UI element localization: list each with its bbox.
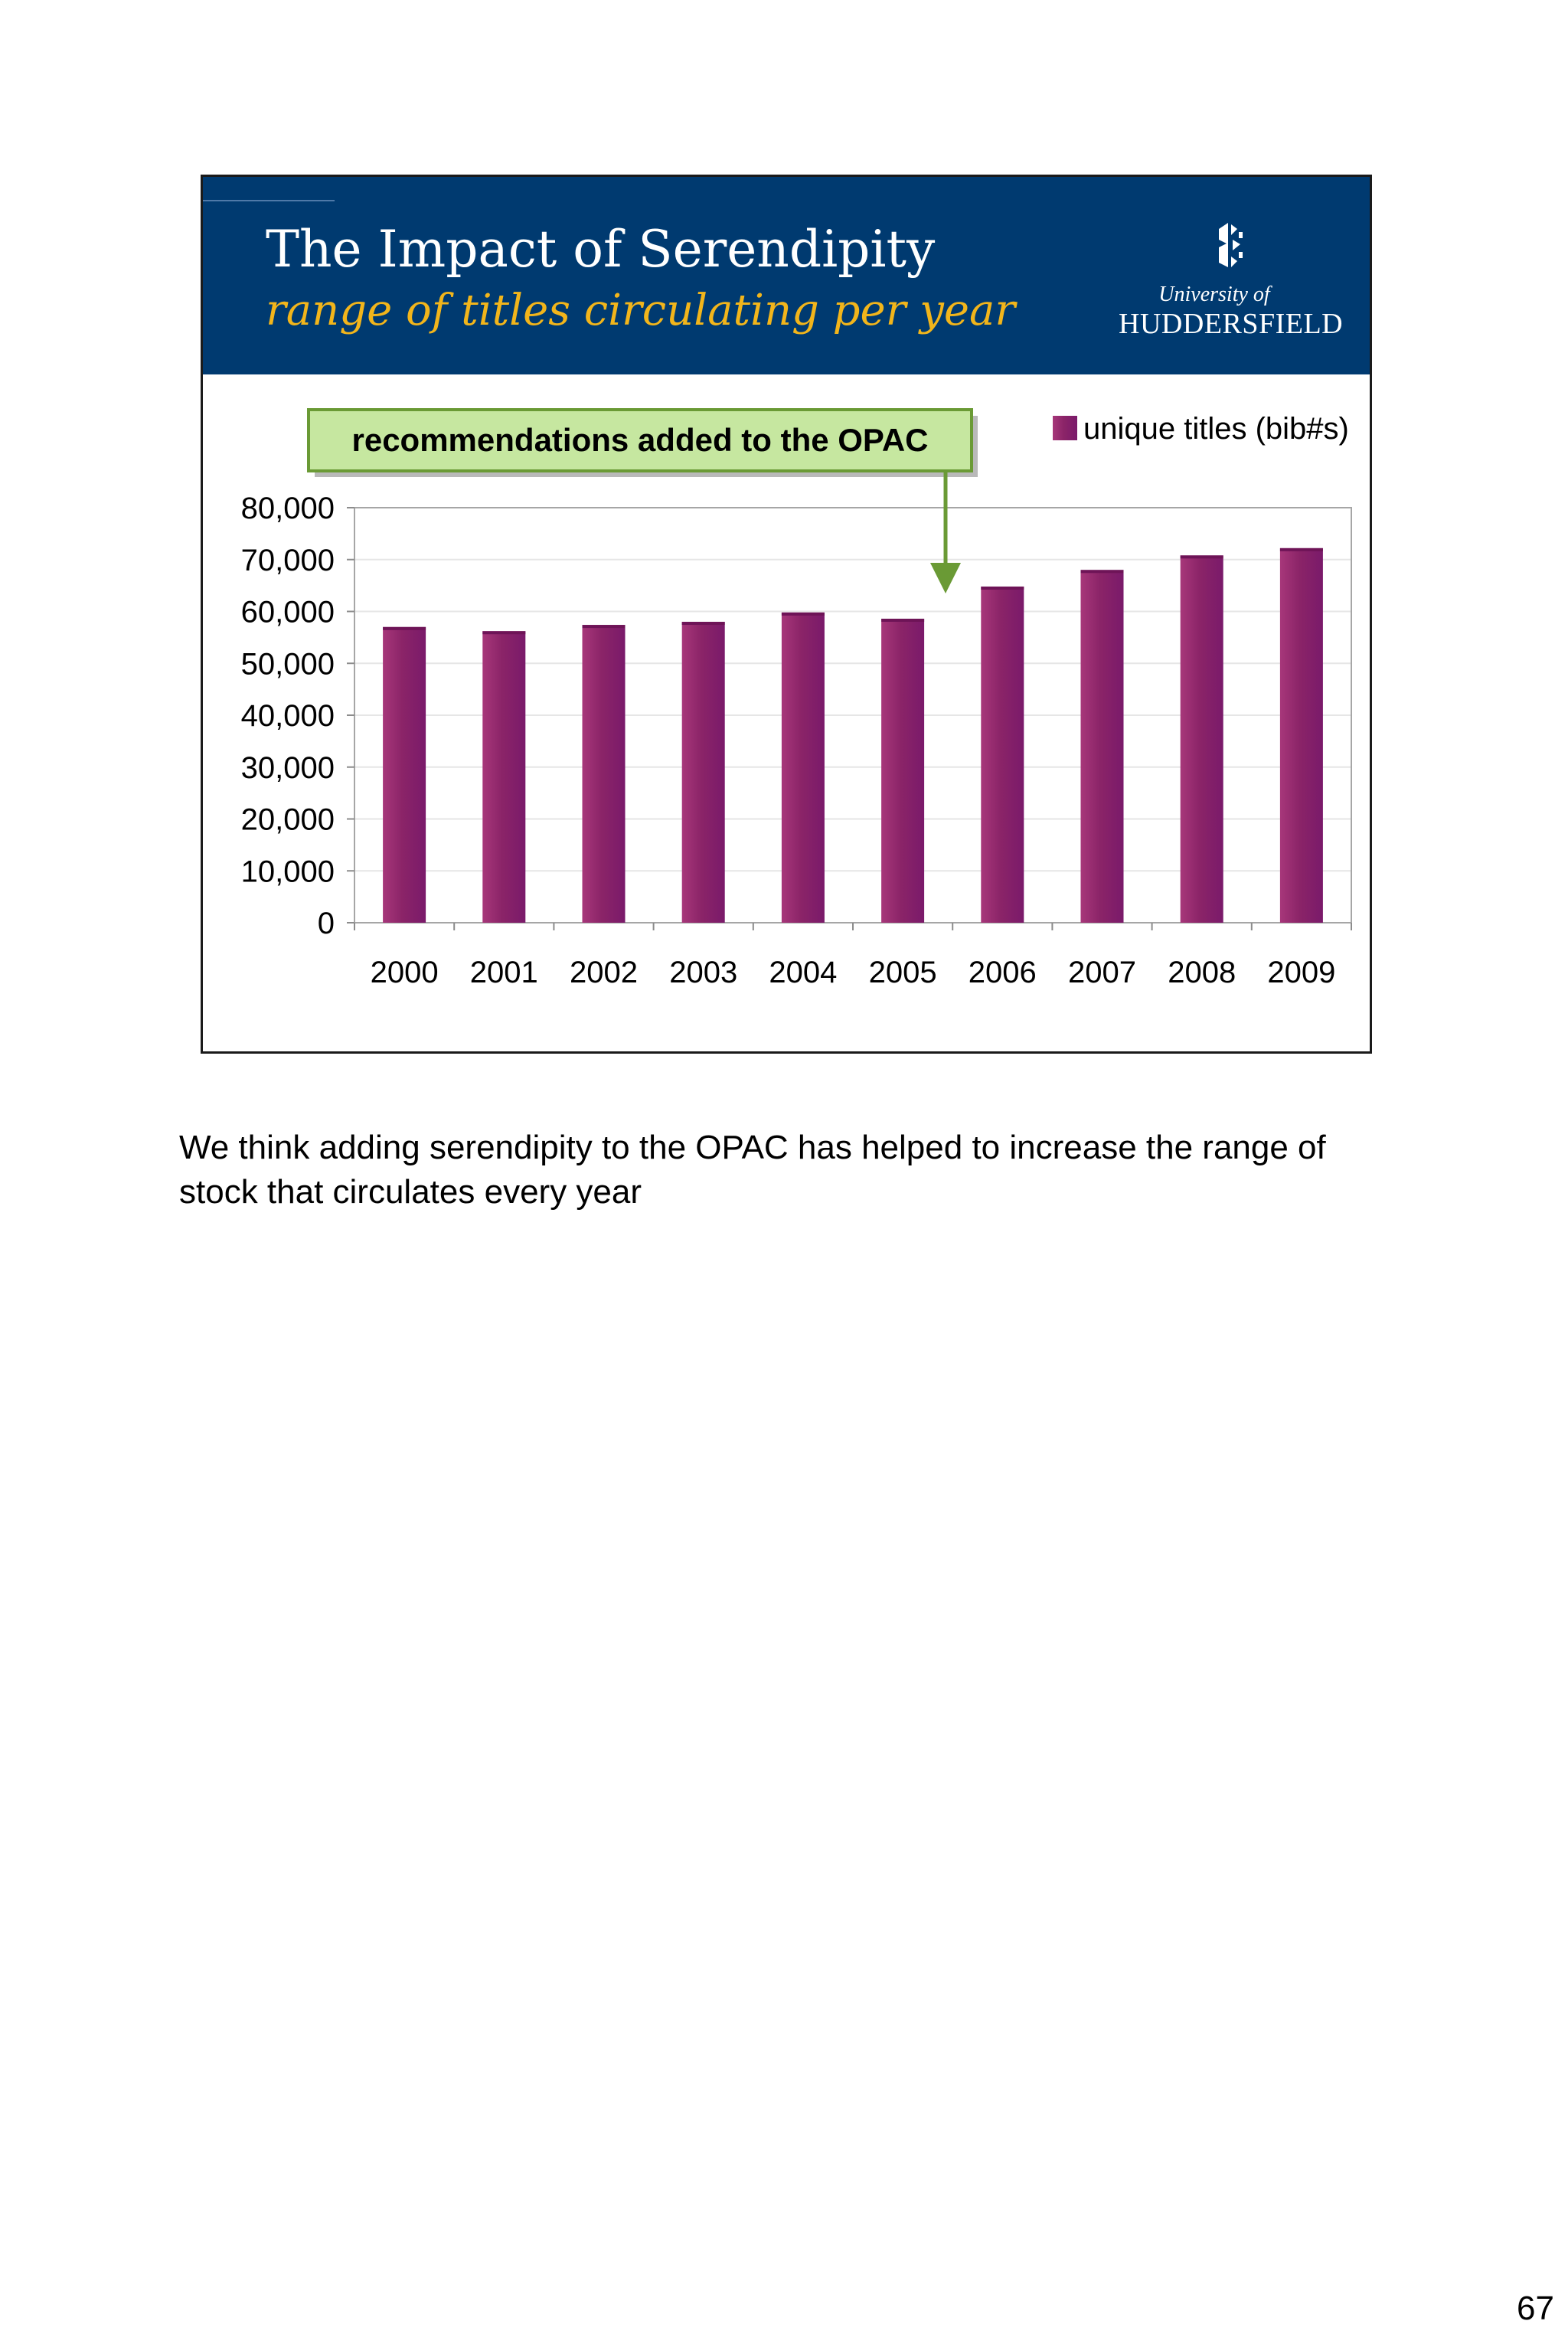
header-rule bbox=[203, 200, 335, 201]
slide-header: The Impact of Serendipity range of title… bbox=[203, 177, 1370, 374]
annotation-callout: recommendations added to the OPAC bbox=[307, 408, 978, 593]
slide-subtitle: range of titles circulating per year bbox=[266, 286, 1016, 335]
university-crest-icon bbox=[1219, 223, 1243, 267]
y-tick-label: 10,000 bbox=[241, 855, 335, 888]
x-tick-label: 2009 bbox=[1267, 956, 1335, 989]
y-tick-label: 40,000 bbox=[241, 699, 335, 733]
bar-cap-2001 bbox=[482, 631, 526, 635]
y-axis: 0 10,000 20,000 30,000 40,000 50,000 60,000 70,… bbox=[241, 492, 354, 940]
y-tick-label: 60,000 bbox=[241, 596, 335, 629]
y-tick-label: 0 bbox=[318, 907, 335, 940]
x-tick-label: 2005 bbox=[869, 956, 937, 989]
x-tick-label: 2001 bbox=[470, 956, 538, 989]
x-tick-label: 2000 bbox=[371, 956, 439, 989]
slide-title: The Impact of Serendipity bbox=[266, 220, 936, 279]
y-tick-label: 70,000 bbox=[241, 544, 335, 577]
bar-chart: 0 10,000 20,000 30,000 40,000 50,000 60,000 70,… bbox=[241, 408, 1352, 989]
y-tick-label: 20,000 bbox=[241, 803, 335, 837]
bar-cap-2002 bbox=[582, 625, 626, 629]
x-tick-label: 2008 bbox=[1168, 956, 1236, 989]
speaker-notes: We think adding serendipity to the OPAC … bbox=[179, 1129, 1326, 1211]
y-tick-label: 50,000 bbox=[241, 647, 335, 681]
bar-2001 bbox=[482, 631, 526, 923]
bar-2008 bbox=[1180, 555, 1223, 923]
university-logo: University of HUDDERSFIELD bbox=[1119, 221, 1348, 344]
logo-line2: HUDDERSFIELD bbox=[1119, 308, 1344, 340]
bar-cap-2006 bbox=[981, 586, 1024, 590]
bar-2007 bbox=[1080, 570, 1124, 923]
bar-cap-2000 bbox=[383, 626, 426, 630]
x-tick-label: 2006 bbox=[969, 956, 1037, 989]
callout-box bbox=[307, 408, 973, 472]
bar-cap-2009 bbox=[1279, 548, 1323, 551]
x-tick-label: 2002 bbox=[570, 956, 638, 989]
y-tick-label: 30,000 bbox=[241, 751, 335, 785]
bar-2003 bbox=[681, 622, 725, 923]
bar-2005 bbox=[881, 618, 925, 923]
x-tick-label: 2003 bbox=[669, 956, 737, 989]
x-tick-label: 2007 bbox=[1068, 956, 1136, 989]
x-tick-label: 2004 bbox=[769, 956, 837, 989]
bar-2006 bbox=[981, 586, 1024, 923]
bars-group bbox=[383, 548, 1323, 923]
bar-cap-2008 bbox=[1180, 555, 1223, 559]
bar-cap-2004 bbox=[781, 612, 825, 616]
slide: The Impact of Serendipity range of title… bbox=[201, 175, 1372, 1054]
legend: unique titles (bib#s) bbox=[1053, 412, 1349, 446]
bar-cap-2005 bbox=[881, 618, 925, 622]
bar-cap-2003 bbox=[681, 622, 725, 626]
bar-cap-2007 bbox=[1080, 570, 1124, 574]
legend-swatch bbox=[1053, 416, 1077, 440]
callout-text: recommendations added to the OPAC bbox=[352, 422, 929, 458]
bar-2002 bbox=[582, 625, 626, 923]
legend-label: unique titles (bib#s) bbox=[1083, 412, 1349, 446]
logo-line1: University of bbox=[1158, 283, 1270, 306]
bar-2000 bbox=[383, 626, 426, 923]
bar-2004 bbox=[781, 612, 825, 923]
x-axis: 2000 2001 2002 2003 2004 2005 2006 2007 2008 2009 bbox=[354, 923, 1352, 989]
page-number: 67 bbox=[1517, 2290, 1554, 2327]
y-tick-label: 80,000 bbox=[241, 492, 335, 525]
bar-2009 bbox=[1279, 548, 1323, 923]
